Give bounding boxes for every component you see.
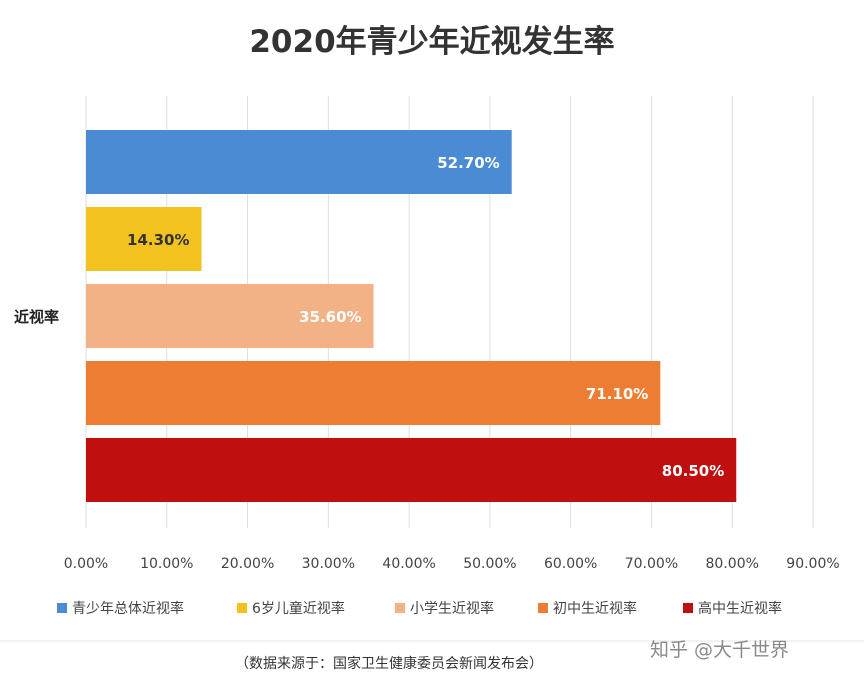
x-tick-label: 20.00% — [221, 556, 274, 572]
x-tick-label: 30.00% — [302, 556, 355, 572]
x-tick-label: 0.00% — [64, 556, 108, 572]
legend: 青少年总体近视率 6岁儿童近视率 小学生近视率 初中生近视率 高中生近视率 — [57, 600, 782, 617]
legend-entry: 6岁儿童近视率 — [252, 600, 345, 617]
bar-value-label: 14.30% — [127, 231, 189, 249]
bar — [86, 438, 737, 502]
watermark: 知乎 @大千世界 — [650, 639, 789, 661]
x-tick-label: 90.00% — [786, 556, 839, 572]
legend-entry: 青少年总体近视率 — [72, 600, 184, 617]
bar-value-label: 35.60% — [299, 308, 361, 326]
legend-entry: 高中生近视率 — [698, 600, 782, 617]
source-note: （数据来源于：国家卫生健康委员会新闻发布会） — [235, 655, 543, 672]
bar-value-label: 71.10% — [586, 385, 648, 403]
bar — [86, 284, 374, 348]
x-tick-label: 70.00% — [625, 556, 678, 572]
bar — [86, 207, 202, 271]
x-tick-label: 10.00% — [140, 556, 193, 572]
x-tick-label: 50.00% — [463, 556, 516, 572]
bar-value-label: 80.50% — [662, 462, 724, 480]
x-tick-labels: 0.00% 10.00% 20.00% 30.00% 40.00% 50.00% 60.00… — [64, 556, 840, 572]
bar — [86, 361, 661, 425]
bar-value-label: 52.70% — [437, 154, 499, 172]
x-tick-label: 40.00% — [382, 556, 435, 572]
x-tick-label: 80.00% — [706, 556, 759, 572]
legend-swatch — [57, 603, 67, 613]
legend-swatch — [683, 603, 693, 613]
legend-swatch — [395, 603, 405, 613]
chart-title: 2020年青少年近视发生率 — [249, 24, 614, 60]
legend-swatch — [237, 603, 247, 613]
x-tick-label: 60.00% — [544, 556, 597, 572]
y-axis-label: 近视率 — [14, 308, 59, 326]
legend-swatch — [538, 603, 548, 613]
legend-entry: 小学生近视率 — [410, 600, 494, 617]
bar — [86, 130, 512, 194]
bars: 52.70% 14.30% 35.60% 71.10% 80.50% — [86, 130, 737, 502]
legend-entry: 初中生近视率 — [553, 600, 637, 617]
